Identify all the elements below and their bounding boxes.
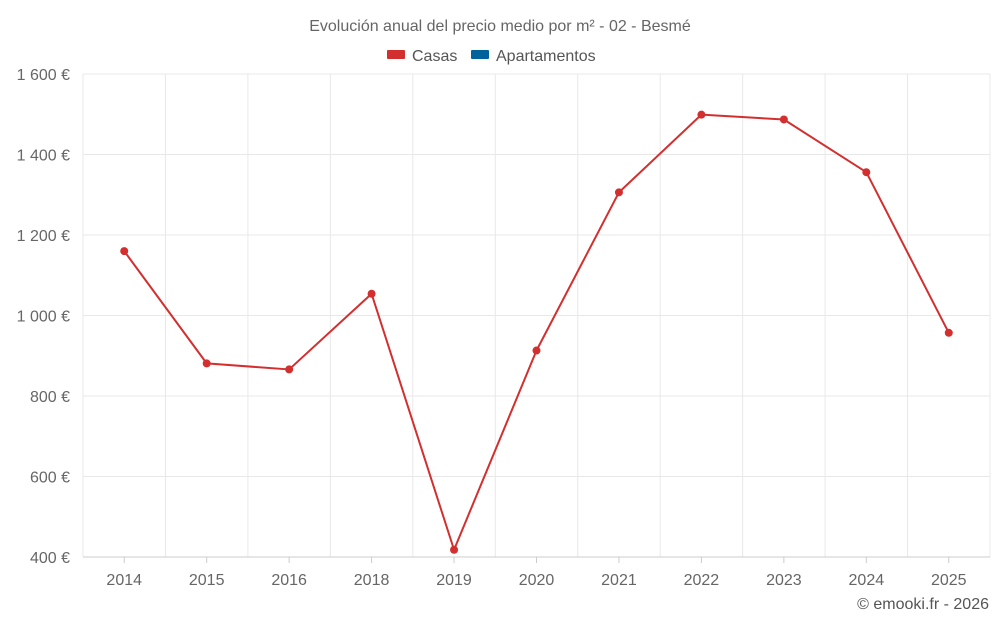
y-tick-label: 1 600 € (17, 67, 70, 84)
y-tick-label: 1 400 € (17, 148, 70, 165)
data-point-casas-2021[interactable] (614, 188, 623, 197)
x-tick-label: 2020 (519, 572, 555, 589)
legend: Casas Apartamentos (387, 48, 596, 65)
data-point-casas-2015[interactable] (202, 359, 211, 368)
legend-item-casas[interactable]: Casas (387, 48, 457, 65)
x-tick-label: 2025 (931, 572, 967, 589)
legend-swatch-apartamentos (471, 50, 489, 59)
grid (82, 73, 991, 558)
data-point-casas-2025[interactable] (944, 328, 953, 337)
x-tick-label: 2022 (684, 572, 720, 589)
data-point-casas-2014[interactable] (120, 247, 129, 256)
y-tick-label: 1 200 € (17, 228, 70, 245)
x-tick-label: 2015 (189, 572, 225, 589)
data-point-casas-2019[interactable] (450, 545, 459, 554)
data-point-casas-2020[interactable] (532, 346, 541, 355)
data-point-casas-2022[interactable] (697, 110, 706, 119)
series-casas (120, 110, 953, 554)
x-tick-label: 2024 (849, 572, 885, 589)
data-point-casas-2023[interactable] (779, 115, 788, 124)
x-tick-label: 2014 (106, 572, 142, 589)
chart-title: Evolución anual del precio medio por m² … (309, 18, 691, 35)
legend-label-casas: Casas (412, 48, 457, 65)
x-tick-label: 2021 (601, 572, 637, 589)
data-point-casas-2018[interactable] (367, 289, 376, 298)
legend-label-apartamentos: Apartamentos (496, 48, 596, 65)
x-tick-label: 2019 (436, 572, 472, 589)
data-point-casas-2024[interactable] (862, 168, 871, 177)
axes: 400 € 600 € 800 € 1 000 € 1 200 € 1 400 € 1 60… (17, 67, 990, 589)
data-point-casas-2016[interactable] (285, 365, 294, 374)
y-tick-label: 600 € (30, 470, 70, 487)
y-tick-label: 400 € (30, 550, 70, 567)
y-tick-label: 800 € (30, 389, 70, 406)
x-tick-label: 2018 (354, 572, 390, 589)
x-tick-label: 2016 (271, 572, 307, 589)
y-tick-label: 1 000 € (17, 309, 70, 326)
credit: © emooki.fr - 2026 (857, 596, 989, 613)
legend-swatch-casas (387, 50, 405, 59)
x-tick-label: 2023 (766, 572, 802, 589)
legend-item-apartamentos[interactable]: Apartamentos (471, 48, 596, 65)
